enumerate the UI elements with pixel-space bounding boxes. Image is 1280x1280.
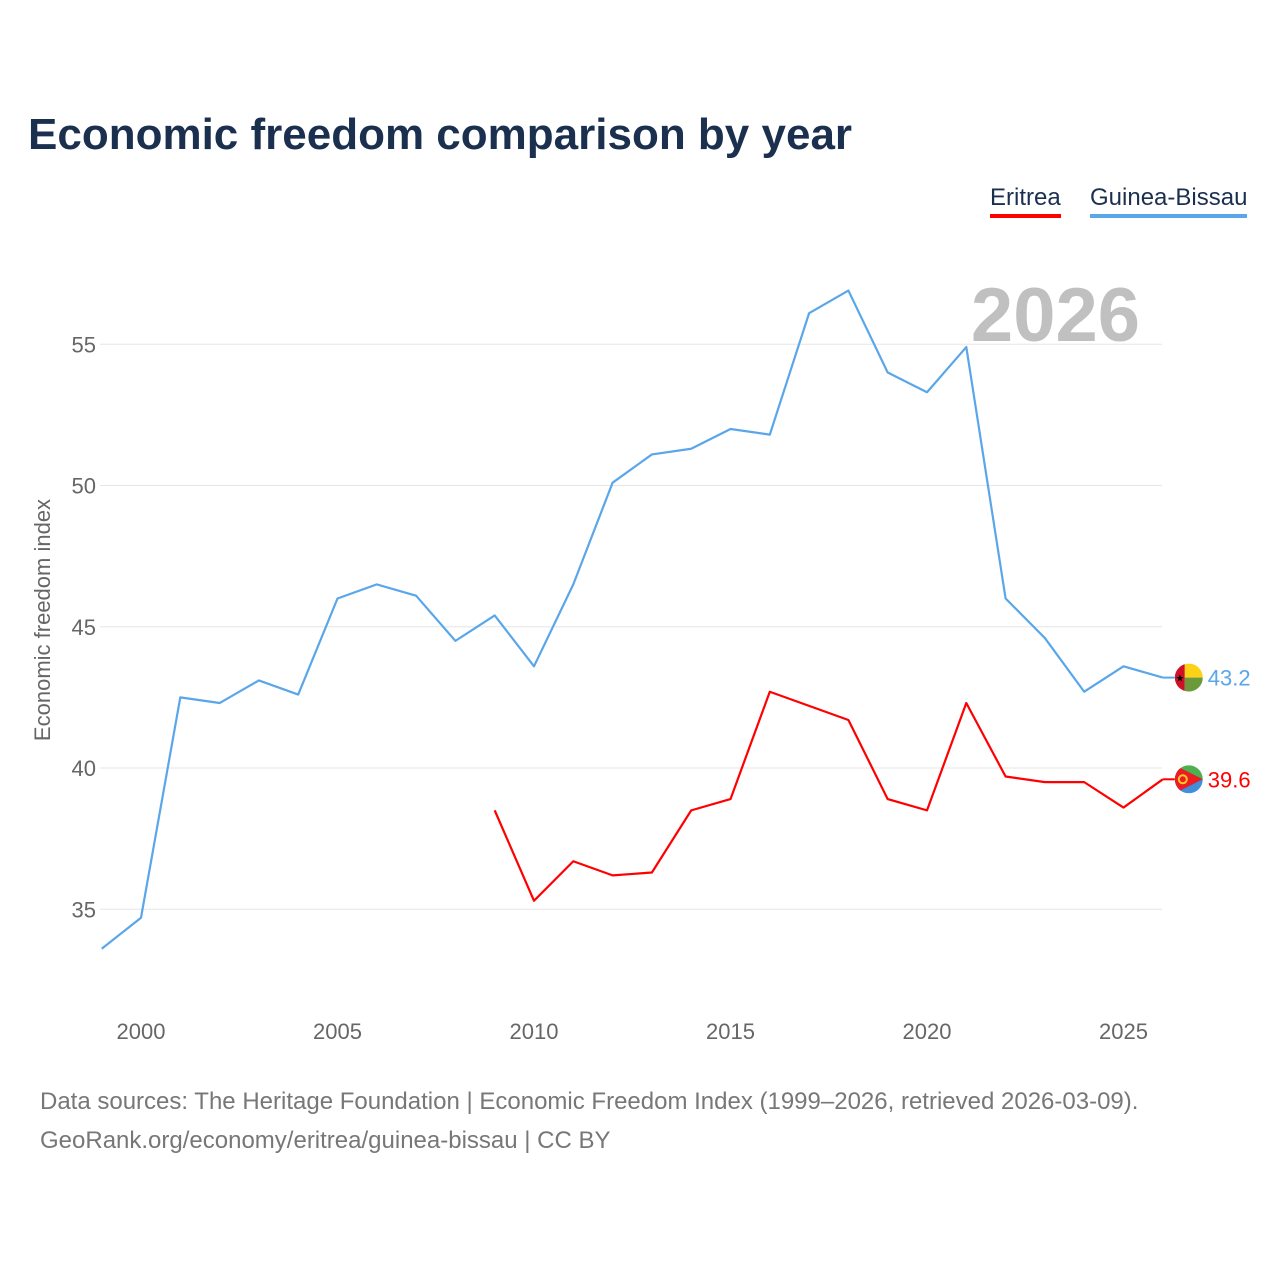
y-tick-label: 35 — [72, 897, 96, 922]
svg-text:★: ★ — [1175, 674, 1184, 685]
year-watermark: 2026 — [971, 273, 1140, 358]
y-axis-label: Economic freedom index — [30, 499, 55, 741]
y-tick-label: 45 — [72, 615, 96, 640]
x-tick-label: 2010 — [510, 1019, 559, 1044]
chart-title: Economic freedom comparison by year — [28, 110, 853, 159]
legend-eritrea[interactable]: Eritrea — [990, 184, 1061, 218]
footer-sources: Data sources: The Heritage Foundation | … — [40, 1088, 1139, 1115]
x-tick-label: 2000 — [117, 1019, 166, 1044]
y-tick-label: 50 — [72, 474, 96, 499]
legend-guinea-bissau[interactable]: Guinea-Bissau — [1090, 184, 1248, 218]
x-tick-label: 2020 — [903, 1019, 952, 1044]
x-tick-label: 2025 — [1099, 1019, 1148, 1044]
y-tick-label: 40 — [72, 756, 96, 781]
eritrea-flag-icon — [1174, 765, 1203, 794]
x-tick-label: 2015 — [706, 1019, 755, 1044]
series-line-guinea-bissau — [101, 289, 1164, 950]
guinea-bissau-flag-icon: ★ — [1174, 663, 1203, 692]
end-value-label: 39.6 — [1208, 767, 1251, 792]
end-value-label: 43.2 — [1208, 666, 1251, 691]
x-tick-label: 2005 — [313, 1019, 362, 1044]
footer-url: GeoRank.org/economy/eritrea/guinea-bissa… — [40, 1127, 611, 1154]
y-tick-label: 55 — [72, 332, 96, 357]
series-line-eritrea — [493, 690, 1164, 902]
